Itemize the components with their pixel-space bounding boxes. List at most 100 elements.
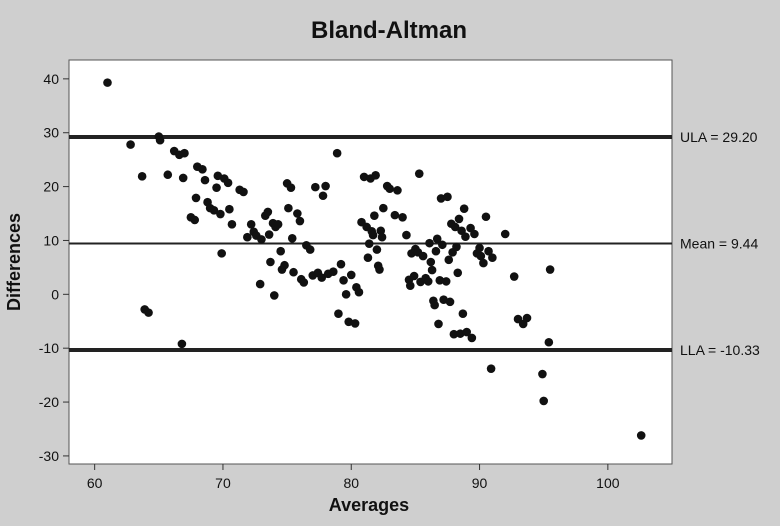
- data-point: [354, 287, 364, 297]
- data-point: [289, 267, 298, 277]
- data-point: [280, 260, 289, 270]
- y-tick-label: 10: [43, 232, 59, 248]
- data-point: [225, 204, 234, 214]
- y-tick-label: 20: [43, 179, 59, 195]
- data-point: [264, 230, 274, 239]
- data-point: [273, 219, 283, 229]
- data-point: [544, 337, 554, 347]
- reference-line-label: LLA = -10.33: [680, 342, 760, 358]
- data-point: [432, 234, 442, 244]
- data-point: [379, 203, 388, 213]
- data-point: [200, 175, 210, 185]
- chart-title: Bland-Altman: [311, 17, 467, 44]
- data-point: [227, 219, 237, 229]
- data-points: [103, 78, 646, 440]
- x-axis-label: Averages: [329, 495, 409, 515]
- data-point: [155, 135, 165, 145]
- data-point: [461, 232, 470, 241]
- x-tick-label: 70: [215, 475, 231, 491]
- y-tick-label: -20: [39, 394, 59, 410]
- data-point: [255, 279, 265, 289]
- data-point: [409, 271, 419, 281]
- y-tick-label: -10: [39, 340, 59, 356]
- data-point: [488, 253, 497, 262]
- data-point: [287, 233, 297, 243]
- data-point: [636, 431, 646, 440]
- data-point: [545, 265, 555, 274]
- data-point: [481, 212, 491, 222]
- y-tick-label: 0: [51, 286, 59, 302]
- data-point: [377, 232, 387, 242]
- data-point: [385, 184, 395, 194]
- data-point: [522, 313, 532, 323]
- data-point: [453, 268, 463, 278]
- data-point: [191, 193, 201, 203]
- x-tick-label: 100: [596, 475, 620, 491]
- data-point: [475, 243, 484, 253]
- data-point: [334, 309, 343, 319]
- data-point: [311, 182, 320, 192]
- axes: 60 70 80 90 100 -30 -20 -10 0 10 20 30 40: [39, 71, 620, 491]
- reference-line-label: ULA = 29.20: [680, 129, 758, 145]
- y-tick-label: 40: [43, 71, 59, 87]
- data-point: [450, 222, 460, 232]
- data-point: [223, 178, 233, 188]
- data-point: [299, 278, 309, 287]
- data-point: [246, 219, 256, 229]
- data-point: [257, 235, 266, 244]
- data-point: [509, 272, 519, 281]
- data-point: [470, 229, 479, 239]
- plot-area: [68, 59, 673, 465]
- data-point: [371, 170, 380, 180]
- data-point: [266, 257, 275, 267]
- x-tick-label: 90: [472, 475, 488, 491]
- data-point: [414, 169, 424, 178]
- data-point: [295, 216, 305, 226]
- data-point: [286, 183, 296, 192]
- y-tick-label: 30: [43, 125, 59, 141]
- data-point: [430, 300, 439, 310]
- data-point: [178, 173, 188, 183]
- data-point: [364, 239, 374, 248]
- data-point: [434, 319, 443, 329]
- data-point: [163, 170, 173, 180]
- data-point: [305, 245, 315, 254]
- data-point: [317, 273, 327, 282]
- data-point: [198, 165, 207, 174]
- data-point: [425, 238, 434, 248]
- data-point: [370, 211, 379, 220]
- data-point: [346, 270, 356, 280]
- data-point: [284, 203, 293, 213]
- data-point: [441, 277, 451, 286]
- data-point: [393, 186, 402, 195]
- data-point: [339, 276, 348, 285]
- data-point: [479, 258, 488, 268]
- data-point: [500, 229, 510, 239]
- data-point: [328, 267, 338, 276]
- data-point: [144, 308, 153, 317]
- data-point: [443, 192, 452, 202]
- data-point: [452, 242, 461, 252]
- data-point: [180, 148, 189, 158]
- data-point: [539, 396, 549, 406]
- data-point: [318, 191, 328, 201]
- data-point: [321, 181, 330, 191]
- data-point: [216, 209, 225, 219]
- data-point: [239, 187, 248, 197]
- data-point: [372, 245, 382, 254]
- data-point: [341, 290, 351, 299]
- data-point: [137, 172, 147, 181]
- data-point: [276, 246, 285, 256]
- data-point: [423, 277, 433, 286]
- data-point: [449, 329, 459, 339]
- data-point: [398, 212, 407, 222]
- data-point: [190, 215, 200, 225]
- data-point: [177, 339, 187, 349]
- data-point: [454, 214, 464, 224]
- data-point: [462, 327, 472, 337]
- data-point: [459, 204, 469, 213]
- data-point: [427, 265, 437, 275]
- data-point: [103, 78, 112, 87]
